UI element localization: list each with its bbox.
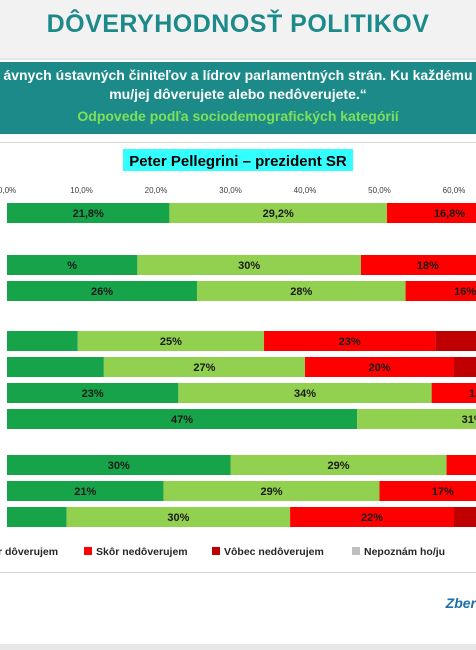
data-label: 16,8% bbox=[434, 208, 465, 220]
x-tick-label: 30,0% bbox=[219, 186, 242, 195]
bar-row: 21% 29% 17% bbox=[7, 481, 476, 501]
bar-segment bbox=[7, 357, 104, 377]
bar-segment bbox=[66, 507, 291, 527]
bar-segment bbox=[7, 481, 164, 501]
bar-segment bbox=[169, 203, 387, 223]
source-label: Zber bbox=[445, 595, 476, 611]
bar-segment bbox=[178, 383, 432, 403]
bar-row: 30%29%14% bbox=[7, 455, 476, 475]
bar-row: 30% 22% bbox=[7, 507, 476, 527]
bar-segment bbox=[7, 383, 179, 403]
bar-row: 23% 34% 13% bbox=[7, 383, 476, 403]
bar-segment bbox=[264, 331, 436, 351]
data-label: 18% bbox=[417, 260, 439, 272]
x-axis-ticks: 0,0%10,0%20,0%30,0%40,0%50,0%60,0%70,0% bbox=[0, 186, 466, 195]
data-label: 29,2% bbox=[263, 208, 294, 220]
bar-segment bbox=[103, 357, 305, 377]
legend-label: Skôr nedôverujem bbox=[96, 546, 188, 558]
data-label: 29% bbox=[260, 486, 282, 498]
data-label: 30% bbox=[108, 460, 130, 472]
data-label: 26% bbox=[91, 286, 113, 298]
bar-segment bbox=[386, 203, 476, 223]
bar-segment bbox=[77, 331, 265, 351]
bar-segment bbox=[454, 507, 476, 527]
x-tick-label: 50,0% bbox=[368, 186, 391, 195]
chart-title-highlight bbox=[123, 149, 353, 171]
x-tick-label: 40,0% bbox=[294, 186, 317, 195]
bar-row: 27% 20% bbox=[7, 357, 476, 377]
bar-segment bbox=[137, 255, 361, 275]
page-title: DÔVERYHODNOSŤ POLITIKOV bbox=[46, 10, 430, 38]
data-label: 27% bbox=[193, 362, 215, 374]
bar-segment bbox=[360, 255, 476, 275]
data-label: 28% bbox=[290, 286, 312, 298]
bar-segment bbox=[435, 331, 476, 351]
x-tick-label: 60,0% bbox=[443, 186, 466, 195]
bar-row: % 30% 18% bbox=[7, 255, 476, 275]
data-label: 20% bbox=[368, 362, 390, 374]
data-label: % bbox=[67, 260, 77, 272]
legend-swatch bbox=[352, 547, 360, 555]
bar-segment bbox=[305, 357, 454, 377]
chart-frame: Peter Pellegrini – prezident SR 0,0% 10,0… bbox=[0, 142, 476, 573]
data-label: 25% bbox=[160, 336, 182, 348]
bar-row: 26% 28% 16% bbox=[7, 281, 476, 301]
legend-label: Nepoznám ho/ju bbox=[364, 546, 445, 558]
bar-segment bbox=[163, 481, 380, 501]
data-label: 21,8% bbox=[73, 208, 104, 220]
chart-title: Peter Pellegrini – prezident SR bbox=[129, 153, 347, 170]
legend-swatch bbox=[212, 547, 220, 555]
bar-segment bbox=[405, 281, 476, 301]
bar-segment bbox=[7, 255, 138, 275]
data-label: 21% bbox=[74, 486, 96, 498]
x-tick-label: 10,0% bbox=[70, 186, 93, 195]
bar-segment bbox=[431, 383, 476, 403]
stacked-bar-chart: Peter Pellegrini – prezident SR 0,0% 10,0… bbox=[0, 149, 476, 558]
bar-segment bbox=[7, 331, 78, 351]
bar-row: 47% 31% bbox=[7, 409, 476, 429]
bar-segment bbox=[446, 455, 476, 475]
data-label: 31% bbox=[462, 414, 476, 426]
bar-segment bbox=[7, 281, 197, 301]
data-label: 23% bbox=[82, 388, 104, 400]
bar-segment bbox=[7, 507, 67, 527]
question-line-1: ávnych ústavných činiteľov a lídrov parl… bbox=[3, 67, 473, 83]
bar-segment bbox=[7, 409, 358, 429]
data-label: 47% bbox=[171, 414, 193, 426]
data-label: 29% bbox=[328, 460, 350, 472]
bar-segment bbox=[7, 455, 231, 475]
footer-divider bbox=[0, 572, 476, 573]
bar-segment bbox=[290, 507, 454, 527]
bar-segment bbox=[454, 357, 476, 377]
data-label: 30% bbox=[238, 260, 260, 272]
title-banner: DÔVERYHODNOSŤ POLITIKOV bbox=[0, 0, 476, 60]
bar-segment bbox=[230, 455, 447, 475]
data-label: 13% bbox=[469, 388, 476, 400]
bar-segment bbox=[196, 281, 406, 301]
legend-swatch bbox=[84, 547, 92, 555]
bars-group: 21,8% 29,2% 16,8%% 30% 18% 26% 28% 16% 25% 23% 27%… bbox=[7, 203, 476, 527]
bar-segment bbox=[357, 409, 476, 429]
data-label: 34% bbox=[294, 388, 316, 400]
data-label: 30% bbox=[167, 512, 189, 524]
category-note: Odpovede podľa sociodemografických kateg… bbox=[77, 108, 399, 124]
x-tick-label: 0,0% bbox=[0, 186, 16, 195]
legend: r dôverujem Skôr nedôverujem Vôbec nedôver… bbox=[0, 546, 445, 558]
x-tick-label: 20,0% bbox=[145, 186, 168, 195]
bar-row: 21,8% 29,2% 16,8% bbox=[7, 203, 476, 223]
data-label: 23% bbox=[339, 336, 361, 348]
data-label: 16% bbox=[454, 286, 476, 298]
legend-label: Vôbec nedôverujem bbox=[224, 546, 324, 558]
bar-segment bbox=[379, 481, 476, 501]
question-banner: ávnych ústavných činiteľov a lídrov parl… bbox=[0, 62, 476, 134]
legend-label: r dôverujem bbox=[0, 546, 58, 558]
data-label: 17% bbox=[432, 486, 454, 498]
data-label: 22% bbox=[361, 512, 383, 524]
question-line-2: mu/jej dôverujete alebo nedôverujete.“ bbox=[109, 86, 367, 102]
bar-row: 25% 23% bbox=[7, 331, 476, 351]
bar-segment bbox=[7, 203, 170, 223]
bottom-band bbox=[0, 644, 476, 650]
